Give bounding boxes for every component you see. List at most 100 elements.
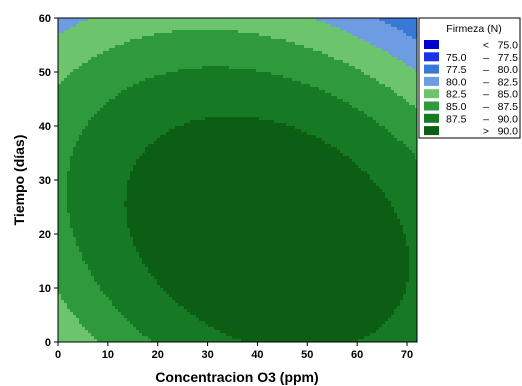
contour-cell [286, 45, 290, 49]
contour-cell [277, 81, 281, 85]
contour-cell [400, 111, 404, 115]
contour-cell [295, 96, 299, 100]
contour-cell [370, 111, 374, 115]
contour-cell [283, 51, 287, 55]
contour-cell [265, 54, 269, 58]
contour-cell [115, 63, 119, 67]
contour-cell [145, 48, 149, 52]
contour-cell [70, 87, 74, 91]
contour-cell [331, 45, 335, 49]
contour-cell [82, 69, 86, 73]
contour-cell [184, 105, 188, 109]
contour-cell [343, 99, 347, 103]
contour-cell [97, 81, 101, 85]
contour-cell [256, 63, 260, 67]
contour-cell [274, 21, 278, 25]
contour-cell [259, 66, 263, 70]
contour-cell [331, 108, 335, 112]
contour-cell [58, 75, 62, 79]
contour-cell [121, 21, 125, 25]
contour-cell [337, 24, 341, 28]
contour-cell [61, 114, 65, 118]
contour-cell [415, 78, 417, 82]
contour-cell [403, 102, 407, 106]
contour-cell [112, 111, 116, 115]
contour-cell [226, 90, 230, 94]
contour-cell [250, 72, 254, 76]
contour-cell [271, 90, 275, 94]
contour-cell [202, 75, 206, 79]
contour-cell [160, 81, 164, 85]
contour-cell [133, 108, 137, 112]
contour-cell [400, 63, 404, 67]
contour-cell [166, 105, 170, 109]
contour-cell [322, 96, 326, 100]
contour-cell [262, 78, 266, 82]
contour-cell [187, 105, 191, 109]
contour-cell [349, 69, 353, 73]
contour-cell [373, 18, 377, 22]
contour-cell [190, 18, 194, 22]
contour-cell [283, 48, 287, 52]
contour-cell [175, 45, 179, 49]
contour-cell [124, 84, 128, 88]
contour-plot-area [58, 18, 417, 342]
contour-cell [109, 36, 113, 40]
contour-cell [364, 102, 368, 106]
contour-cell [394, 63, 398, 67]
contour-cell [127, 21, 131, 25]
contour-cell [145, 108, 149, 112]
contour-cell [298, 54, 302, 58]
contour-cell [346, 30, 350, 34]
contour-cell [328, 78, 332, 82]
contour-cell [289, 108, 293, 112]
contour-cell [397, 102, 401, 106]
contour-cell [190, 33, 194, 37]
contour-cell [361, 108, 365, 112]
contour-cell [211, 66, 215, 70]
contour-cell [142, 69, 146, 73]
contour-cell [316, 30, 320, 34]
contour-cell [367, 108, 371, 112]
contour-cell [265, 102, 269, 106]
contour-cell [118, 75, 122, 79]
contour-cell [115, 45, 119, 49]
contour-cell [178, 30, 182, 34]
contour-cell [214, 66, 218, 70]
contour-cell [229, 69, 233, 73]
contour-cell [178, 21, 182, 25]
contour-cell [121, 99, 125, 103]
contour-cell [97, 66, 101, 70]
contour-cell [181, 48, 185, 52]
contour-cell [133, 93, 137, 97]
contour-cell [235, 42, 239, 46]
contour-cell [298, 60, 302, 64]
contour-cell [325, 90, 329, 94]
contour-cell [61, 84, 65, 88]
contour-cell [163, 24, 167, 28]
contour-cell [379, 36, 383, 40]
contour-cell [109, 48, 113, 52]
contour-cell [349, 102, 353, 106]
contour-cell [364, 114, 368, 118]
contour-cell [403, 33, 407, 37]
contour-cell [97, 36, 101, 40]
contour-cell [121, 42, 125, 46]
contour-cell [340, 27, 344, 31]
contour-cell [232, 18, 236, 22]
contour-cell [100, 90, 104, 94]
contour-cell [64, 111, 68, 115]
contour-cell [73, 60, 77, 64]
contour-cell [136, 87, 140, 91]
contour-cell [187, 48, 191, 52]
contour-cell [196, 18, 200, 22]
contour-cell [256, 99, 260, 103]
contour-cell [139, 105, 143, 109]
contour-cell [199, 51, 203, 55]
contour-cell [322, 90, 326, 94]
contour-cell [142, 105, 146, 109]
contour-cell [211, 48, 215, 52]
contour-cell [385, 27, 389, 31]
contour-cell [361, 39, 365, 43]
contour-cell [196, 84, 200, 88]
